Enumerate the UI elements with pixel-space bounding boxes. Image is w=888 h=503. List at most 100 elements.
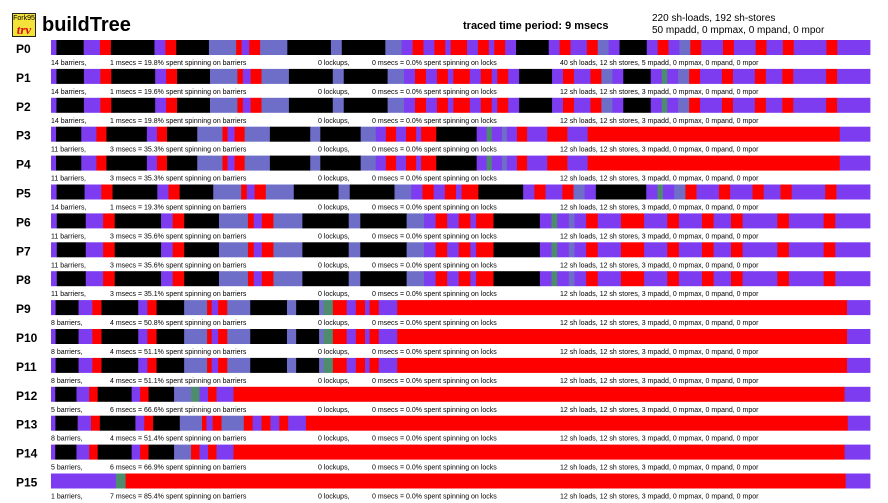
segment-lock bbox=[273, 213, 303, 229]
segment-lock bbox=[213, 184, 242, 200]
row-stat-text: 12 sh loads, 12 sh stores, 3 mpadd, 0 mp… bbox=[560, 233, 759, 240]
segment-barrier bbox=[156, 126, 168, 142]
segment-barrier bbox=[620, 271, 645, 287]
segment-group bbox=[250, 329, 288, 344]
segment-lock bbox=[218, 242, 249, 258]
segment-barrier bbox=[147, 329, 157, 344]
segment-group bbox=[97, 386, 133, 402]
segment-barrier bbox=[559, 40, 571, 55]
segment-work bbox=[839, 126, 871, 142]
total-mp-stats: 50 mpadd, 0 mpmax, 0 mpand, 0 mpor bbox=[652, 25, 825, 36]
segment-work bbox=[411, 184, 423, 200]
row-stat-text: 0 lockups, bbox=[318, 233, 350, 240]
segment-lock bbox=[406, 213, 425, 229]
segment-group bbox=[360, 271, 408, 287]
segment-barrier bbox=[261, 415, 271, 431]
row-stat-text: 12 sh loads, 12 sh stores, 3 mpadd, 0 mp… bbox=[560, 291, 759, 298]
processor-row-p2: P2 14 barriers, 1 msecs = 19.8% spent spin… bbox=[16, 97, 871, 125]
segment-barrier bbox=[590, 97, 602, 113]
segment-group bbox=[343, 68, 388, 84]
segment-lock bbox=[265, 184, 295, 200]
row-stat-text: 12 sh loads, 12 sh stores, 3 mpadd, 0 mp… bbox=[560, 118, 759, 125]
segment-work bbox=[646, 184, 658, 200]
segment-group bbox=[55, 329, 79, 344]
segment-barrier bbox=[782, 68, 794, 84]
segment-work bbox=[470, 242, 477, 258]
segment-group bbox=[55, 386, 77, 402]
processor-label: P14 bbox=[16, 447, 38, 461]
segment-work bbox=[742, 242, 778, 258]
segment-barrier bbox=[434, 40, 446, 55]
segment-barrier bbox=[453, 68, 471, 84]
segment-work bbox=[447, 271, 460, 287]
segment-barrier bbox=[249, 40, 261, 55]
row-stat-text: 3 msecs = 35.3% spent spinning on barrie… bbox=[110, 176, 247, 183]
segment-barrier bbox=[332, 300, 348, 316]
segment-lock bbox=[218, 271, 249, 287]
segment-work bbox=[270, 415, 280, 431]
segment-lock bbox=[501, 126, 508, 142]
segment-lock bbox=[332, 97, 345, 113]
row-stat-text: 12 sh loads, 12 sh stores, 3 mpadd, 0 mp… bbox=[560, 407, 759, 414]
segment-work bbox=[836, 184, 871, 200]
segment-work bbox=[837, 68, 871, 84]
row-stat-text: 11 barriers, bbox=[51, 176, 86, 183]
row-stat-text: 0 lockups, bbox=[318, 118, 350, 125]
segment-work bbox=[154, 40, 166, 55]
segment-work bbox=[567, 155, 588, 171]
segment-work bbox=[765, 97, 783, 113]
segment-lock bbox=[573, 184, 586, 200]
segment-group bbox=[156, 300, 185, 316]
segment-lock bbox=[601, 97, 613, 113]
segment-lock bbox=[406, 271, 425, 287]
segment-barrier bbox=[461, 184, 479, 200]
row-stat-text: 1 msecs = 19.3% spent spinning on barrie… bbox=[110, 205, 247, 212]
segment-work bbox=[470, 213, 477, 229]
segment-group bbox=[97, 444, 133, 460]
segment-work bbox=[505, 40, 517, 55]
segment-work bbox=[488, 40, 495, 55]
processor-row-p4: P4 11 barriers, 3 msecs = 35.3% spent spin… bbox=[16, 155, 871, 183]
row-stat-text: 12 sh loads, 12 sh stores, 3 mpadd, 0 mp… bbox=[560, 436, 759, 443]
segment-group bbox=[148, 386, 175, 402]
segment-work bbox=[447, 213, 460, 229]
segment-barrier bbox=[207, 329, 213, 344]
segment-work bbox=[844, 444, 871, 460]
segment-barrier bbox=[369, 300, 380, 316]
processor-row-p1: P1 14 barriers, 1 msecs = 19.6% spent spin… bbox=[16, 68, 871, 96]
segment-work bbox=[573, 97, 591, 113]
processor-row-p15: P15 1 barriers, 7 msecs = 85.4% spent spin… bbox=[16, 473, 871, 501]
segment-group bbox=[287, 40, 332, 55]
segment-work bbox=[701, 40, 724, 55]
segment-work bbox=[346, 357, 357, 373]
segment-barrier bbox=[236, 40, 242, 55]
segment-work bbox=[51, 473, 117, 489]
segment-work bbox=[253, 242, 263, 258]
segment-barrier bbox=[421, 126, 437, 142]
row-stat-text: 0 lockups, bbox=[318, 436, 350, 443]
row-stat-text: 14 barriers, bbox=[51, 118, 86, 125]
segment-barrier bbox=[415, 97, 427, 113]
segment-barrier bbox=[667, 242, 680, 258]
segment-work bbox=[51, 415, 56, 431]
segment-work bbox=[365, 329, 370, 344]
segment-work bbox=[491, 126, 503, 142]
segment-barrier bbox=[406, 126, 417, 142]
segment-group bbox=[176, 40, 210, 55]
segment-barrier bbox=[208, 444, 217, 460]
processor-row-p3: P3 11 barriers, 3 msecs = 35.3% spent spin… bbox=[16, 126, 871, 154]
segment-barrier bbox=[657, 40, 669, 55]
segment-work bbox=[445, 40, 452, 55]
segment-barrier bbox=[202, 415, 207, 431]
segment-work bbox=[742, 271, 778, 287]
segment-work bbox=[51, 184, 57, 200]
segment-work bbox=[491, 68, 498, 84]
segment-group bbox=[184, 242, 220, 258]
segment-barrier bbox=[689, 68, 701, 84]
segment-work bbox=[211, 357, 219, 373]
segment-work bbox=[548, 40, 561, 55]
segment-work bbox=[597, 271, 622, 287]
segment-work bbox=[793, 97, 827, 113]
segment-lock bbox=[568, 213, 575, 229]
processor-label: P2 bbox=[16, 100, 31, 114]
